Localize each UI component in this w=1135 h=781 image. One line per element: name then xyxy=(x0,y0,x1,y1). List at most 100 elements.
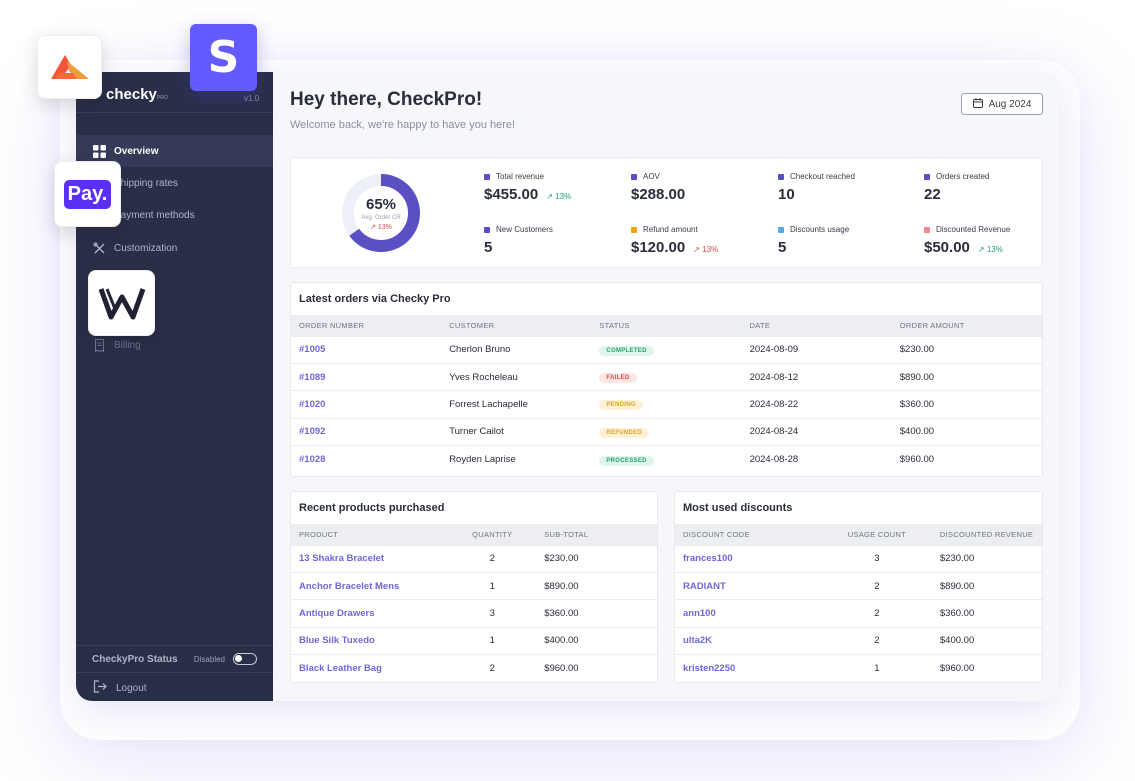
cell-count: 2 xyxy=(821,571,932,600)
table-row[interactable]: ann100 2 $360.00 xyxy=(675,599,1042,628)
donut-percent: 65% xyxy=(365,195,397,213)
brand-logo[interactable]: checkyPRO xyxy=(106,86,168,103)
donut-trend: ↗ 13% xyxy=(370,223,392,231)
date-label: Aug 2024 xyxy=(988,98,1032,110)
cell-code[interactable]: ann100 xyxy=(675,599,822,628)
table-row[interactable]: #1028 Royden Laprise PROCESSED 2024-08-28 $9… xyxy=(291,445,1042,473)
metric-checkout-reached: Checkout reached 10 xyxy=(778,172,918,203)
metric-value: $455.00 ↗ 13% xyxy=(484,186,624,203)
cell-revenue: $230.00 xyxy=(931,544,1042,573)
column-header: QUANTITY xyxy=(448,524,537,545)
cell-amount: $960.00 xyxy=(891,445,1042,473)
metric-value: $120.00 ↗ 13% xyxy=(631,239,771,256)
legend-swatch xyxy=(631,226,637,233)
table-row[interactable]: frances100 3 $230.00 xyxy=(675,544,1042,573)
cell-code[interactable]: kristen2250 xyxy=(675,654,822,682)
donut-label: Avg. Order CR xyxy=(361,214,401,221)
sidebar-item-billing[interactable]: Billing xyxy=(76,329,273,361)
cell-qty: 1 xyxy=(448,626,537,655)
table-row[interactable]: Anchor Bracelet Mens 1 $890.00 xyxy=(291,571,657,600)
column-header: DISCOUNT CODE xyxy=(675,524,822,545)
cell-number[interactable]: #1005 xyxy=(291,335,442,364)
most-used-discounts-card: Most used discounts DISCOUNT CODE USAGE C… xyxy=(674,491,1043,683)
metric-trend-value: 13% xyxy=(986,245,1003,254)
table-row[interactable]: #1092 Turner Cailot REFUNDED 2024-08-24 $400… xyxy=(291,417,1042,446)
cell-qty: 2 xyxy=(448,544,537,573)
cell-total: $890.00 xyxy=(536,571,657,600)
cell-number[interactable]: #1089 xyxy=(291,362,442,391)
cell-total: $960.00 xyxy=(536,654,657,682)
cell-status: PENDING xyxy=(591,390,742,419)
metric-label-text: Total revenue xyxy=(496,172,545,181)
table-row[interactable]: Black Leather Bag 2 $960.00 xyxy=(291,654,657,682)
metric-label-text: Checkout reached xyxy=(790,172,855,181)
orders-title: Latest orders via Checky Pro xyxy=(299,293,451,305)
logout-button[interactable]: Logout xyxy=(93,680,147,696)
table-row[interactable]: #1089 Yves Rocheleau FAILED 2024-08-12 $890.… xyxy=(291,362,1042,391)
status-value: Disabled xyxy=(193,654,225,664)
products-table: PRODUCT QUANTITY SUB-TOTAL 13 Shakra Brace… xyxy=(291,524,657,682)
cell-customer: Cherlon Bruno xyxy=(441,335,592,364)
metric-label: Refund amount xyxy=(631,225,771,234)
cell-code[interactable]: ulta2K xyxy=(675,626,822,655)
column-header: DISCOUNTED REVENUE xyxy=(931,524,1042,545)
table-row[interactable]: #1005 Cherlon Bruno COMPLETED 2024-08-09 $23… xyxy=(291,335,1042,364)
metric-value: 10 xyxy=(778,186,918,203)
cell-number[interactable]: #1092 xyxy=(291,417,442,446)
cell-revenue: $400.00 xyxy=(931,626,1042,655)
sidebar-item-customization[interactable]: Customization xyxy=(76,232,273,264)
page-title: Hey there, CheckPro! xyxy=(290,89,483,110)
sidebar-item-label: Payment methods xyxy=(114,209,195,221)
metric-label: Discounts usage xyxy=(778,225,918,234)
date-picker-button[interactable]: Aug 2024 xyxy=(961,93,1043,115)
donut-trend-value: 13% xyxy=(377,223,392,231)
cell-name[interactable]: Antique Drawers xyxy=(291,599,449,628)
metric-label: Total revenue xyxy=(484,172,624,181)
table-row[interactable]: Blue Silk Tuxedo 1 $400.00 xyxy=(291,626,657,655)
metric-trend-value: 13% xyxy=(702,245,719,254)
table-row[interactable]: ulta2K 2 $400.00 xyxy=(675,626,1042,655)
cell-number[interactable]: #1028 xyxy=(291,445,442,473)
cell-name[interactable]: 13 Shakra Bracelet xyxy=(291,544,449,573)
cell-revenue: $890.00 xyxy=(931,571,1042,600)
metric-discounts-usage: Discounts usage 5 xyxy=(778,225,918,256)
cell-total: $360.00 xyxy=(536,599,657,628)
cell-name[interactable]: Blue Silk Tuxedo xyxy=(291,626,449,655)
cell-customer: Yves Rocheleau xyxy=(441,362,592,391)
recent-products-card: Recent products purchased PRODUCT QUANTIT… xyxy=(290,491,658,683)
table-row[interactable]: Antique Drawers 3 $360.00 xyxy=(291,599,657,628)
sidebar-divider xyxy=(76,112,273,113)
cell-total: $230.00 xyxy=(536,544,657,573)
grid-icon xyxy=(93,144,106,158)
status-toggle[interactable] xyxy=(233,653,257,665)
metric-trend: ↗ 13% xyxy=(693,245,718,254)
calendar-icon xyxy=(972,97,983,111)
cell-qty: 1 xyxy=(448,571,537,600)
table-row[interactable]: 13 Shakra Bracelet 2 $230.00 xyxy=(291,544,657,573)
table-row[interactable]: kristen2250 1 $960.00 xyxy=(675,654,1042,682)
table-row[interactable]: RADIANT 2 $890.00 xyxy=(675,571,1042,600)
column-header: SUB-TOTAL xyxy=(536,524,657,545)
metric-value: 22 xyxy=(924,186,1059,203)
metric-value-text: $455.00 xyxy=(484,186,539,203)
cell-code[interactable]: RADIANT xyxy=(675,571,822,600)
column-header: ORDER AMOUNT xyxy=(891,315,1042,336)
cell-count: 2 xyxy=(821,599,932,628)
metric-trend: ↗ 13% xyxy=(978,245,1003,254)
status-badge: COMPLETED xyxy=(599,345,654,356)
cell-name[interactable]: Black Leather Bag xyxy=(291,654,449,682)
cell-code[interactable]: frances100 xyxy=(675,544,822,573)
discounts-title: Most used discounts xyxy=(683,502,793,514)
trend-arrow-icon: ↗ xyxy=(693,245,703,254)
metric-value-text: 5 xyxy=(484,239,493,256)
dashboard-window: checkyPRO v1.0 Overview Shipping rates xyxy=(76,72,1059,701)
cell-date: 2024-08-24 xyxy=(741,417,892,446)
cell-number[interactable]: #1020 xyxy=(291,390,442,419)
cell-customer: Royden Laprise xyxy=(441,445,592,473)
cell-name[interactable]: Anchor Bracelet Mens xyxy=(291,571,449,600)
table-row[interactable]: #1020 Forrest Lachapelle PENDING 2024-08-22… xyxy=(291,390,1042,419)
metric-label-text: Refund amount xyxy=(643,225,698,234)
logout-label: Logout xyxy=(116,682,147,694)
cell-date: 2024-08-22 xyxy=(741,390,892,419)
